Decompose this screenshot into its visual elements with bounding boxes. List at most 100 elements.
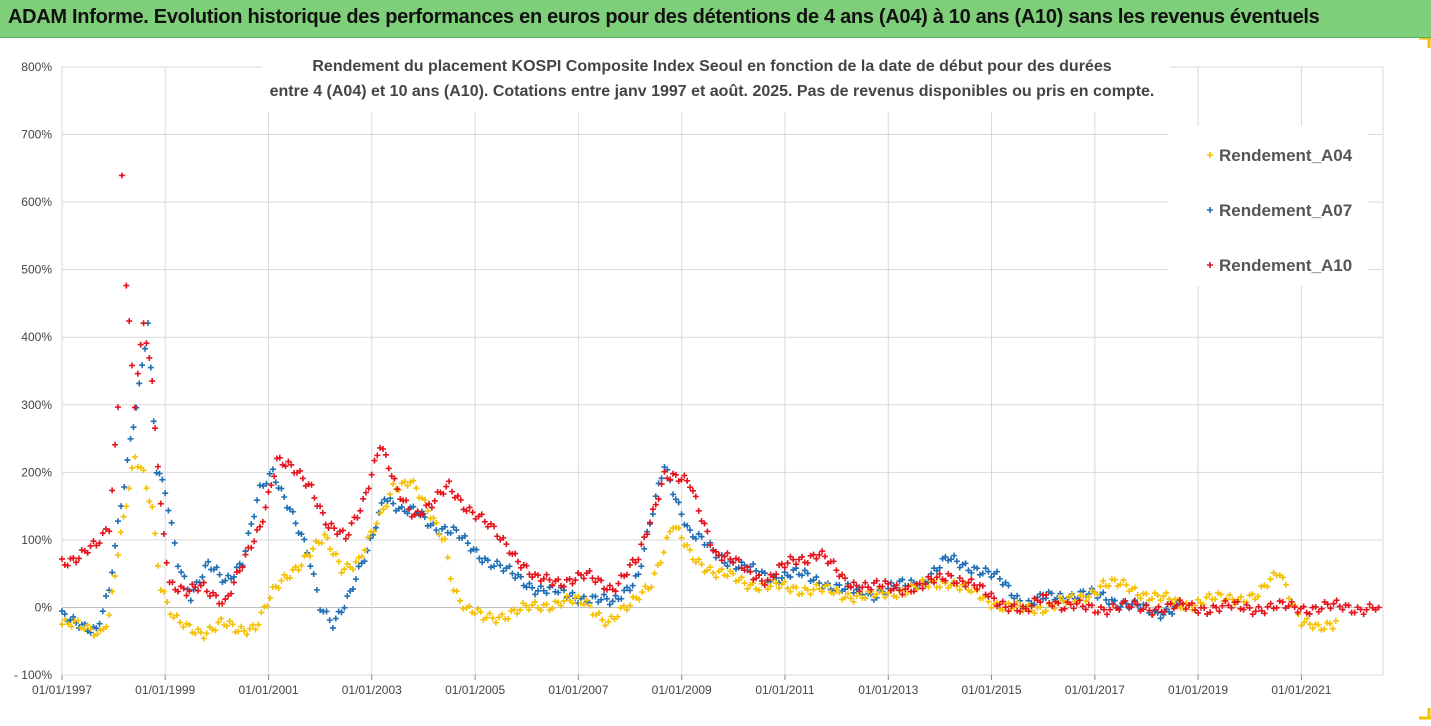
data-point — [222, 596, 229, 603]
data-point — [741, 567, 748, 574]
data-point — [358, 553, 365, 560]
data-point — [93, 542, 100, 549]
data-point — [879, 583, 886, 590]
y-tick-label: 600% — [21, 195, 52, 209]
data-point — [368, 471, 375, 478]
data-point — [781, 578, 788, 585]
data-point — [667, 476, 674, 483]
data-point — [1318, 605, 1325, 612]
data-point — [484, 523, 491, 530]
chart-title-line1: Rendement du placement KOSPI Composite I… — [312, 58, 1111, 75]
y-tick-label: - 100% — [14, 668, 52, 682]
data-point — [1270, 569, 1277, 576]
data-point — [617, 604, 624, 611]
x-tick-label: 01/01/2017 — [1065, 683, 1125, 697]
data-point — [171, 539, 178, 546]
data-point — [81, 626, 88, 633]
data-point — [833, 567, 840, 574]
data-point — [1173, 602, 1180, 609]
data-point — [647, 519, 654, 526]
data-point — [150, 418, 157, 425]
data-point — [824, 582, 831, 589]
data-point — [251, 538, 258, 545]
data-point — [236, 567, 243, 574]
data-point — [798, 590, 805, 597]
data-point — [1238, 593, 1244, 600]
data-point — [215, 619, 222, 626]
data-point — [350, 566, 357, 573]
data-point — [614, 613, 621, 620]
data-point — [307, 563, 314, 570]
data-point — [1360, 611, 1367, 618]
data-point — [1037, 599, 1044, 606]
data-point — [486, 610, 493, 617]
data-point — [327, 546, 334, 553]
data-point — [255, 621, 262, 628]
data-point — [1163, 589, 1170, 596]
data-point — [1204, 611, 1211, 618]
legend-background — [1168, 126, 1368, 286]
data-point — [1137, 607, 1144, 614]
data-point — [503, 565, 510, 572]
data-point — [87, 543, 94, 550]
data-point — [487, 520, 494, 527]
data-point — [985, 568, 992, 575]
data-point — [919, 576, 926, 583]
data-point — [580, 601, 587, 608]
data-point — [1300, 603, 1307, 610]
data-point — [1134, 592, 1141, 599]
data-point — [925, 583, 932, 590]
data-point — [979, 570, 986, 577]
data-point — [382, 451, 389, 458]
data-point — [202, 562, 209, 569]
data-point — [781, 564, 788, 571]
data-point — [235, 628, 242, 635]
data-point — [603, 586, 610, 593]
data-point — [813, 581, 820, 588]
data-point — [1363, 606, 1370, 613]
data-point — [1143, 602, 1150, 609]
data-point — [1048, 590, 1055, 597]
data-point — [84, 621, 91, 628]
data-point — [332, 550, 339, 557]
data-point — [612, 588, 619, 595]
data-point — [1025, 608, 1032, 615]
data-point — [259, 518, 266, 525]
data-point — [159, 476, 166, 483]
data-point — [152, 530, 159, 537]
data-point — [286, 574, 293, 581]
data-point — [1080, 593, 1087, 600]
data-point — [454, 492, 461, 499]
data-point — [996, 575, 1003, 582]
data-point — [993, 568, 1000, 575]
data-point — [94, 630, 101, 637]
data-point — [354, 514, 361, 521]
data-point — [1167, 600, 1174, 607]
x-tick-label: 01/01/2013 — [858, 683, 918, 697]
data-point — [248, 520, 255, 527]
data-point — [1226, 591, 1233, 598]
data-point — [1064, 599, 1071, 606]
data-point — [126, 485, 133, 492]
data-point — [1058, 606, 1065, 613]
data-point — [985, 593, 992, 600]
data-point — [146, 354, 153, 361]
x-tick-label: 01/01/2003 — [342, 683, 402, 697]
data-point — [1285, 603, 1292, 610]
data-point — [374, 520, 381, 527]
data-point — [124, 457, 131, 464]
data-point — [633, 594, 640, 601]
data-point — [1366, 601, 1373, 608]
data-point — [572, 577, 579, 584]
data-point — [403, 497, 410, 504]
data-point — [598, 596, 605, 603]
chart-title-box: Rendement du placement KOSPI Composite I… — [262, 50, 1170, 112]
data-point — [260, 482, 267, 489]
data-point — [1111, 597, 1118, 604]
data-point — [464, 540, 471, 547]
data-point — [721, 572, 728, 579]
data-point — [569, 589, 576, 596]
data-point — [126, 318, 133, 325]
data-point — [430, 515, 437, 522]
data-point — [948, 572, 955, 579]
